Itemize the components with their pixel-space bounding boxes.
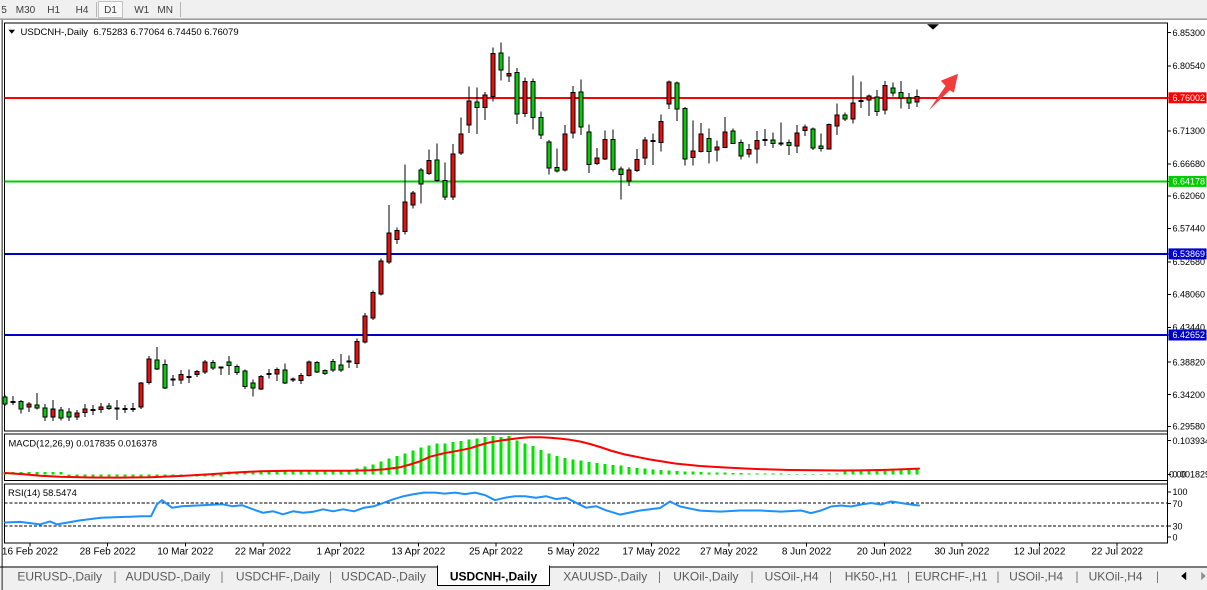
svg-text:EURCHF-,H1: EURCHF-,H1 bbox=[915, 570, 988, 584]
svg-text:6.52680: 6.52680 bbox=[1173, 257, 1206, 267]
svg-text:10 Mar 2022: 10 Mar 2022 bbox=[157, 547, 214, 558]
svg-text:6.62060: 6.62060 bbox=[1173, 191, 1206, 201]
svg-text:6.34200: 6.34200 bbox=[1173, 390, 1206, 400]
svg-text:M30: M30 bbox=[16, 5, 36, 16]
svg-text:6.42652: 6.42652 bbox=[1173, 330, 1206, 340]
svg-text:AUDUSD-,Daily: AUDUSD-,Daily bbox=[126, 570, 211, 584]
svg-text:70: 70 bbox=[1173, 499, 1183, 509]
svg-text:22 Jul 2022: 22 Jul 2022 bbox=[1091, 547, 1143, 558]
svg-text:H4: H4 bbox=[76, 5, 89, 16]
svg-text:22 Mar 2022: 22 Mar 2022 bbox=[235, 547, 292, 558]
svg-text:D1: D1 bbox=[104, 5, 117, 16]
svg-text:27 May 2022: 27 May 2022 bbox=[700, 547, 758, 558]
svg-text:6.85300: 6.85300 bbox=[1173, 28, 1206, 38]
svg-text:USDCNH-,Daily 6.75283 6.77064: USDCNH-,Daily 6.75283 6.77064 6.74450 6.… bbox=[21, 27, 239, 38]
svg-text:UKOil-,H4: UKOil-,H4 bbox=[1089, 570, 1143, 584]
svg-text:EURUSD-,Daily: EURUSD-,Daily bbox=[17, 570, 102, 584]
svg-text:UKOil-,Daily: UKOil-,Daily bbox=[673, 570, 738, 584]
svg-text:HK50-,H1: HK50-,H1 bbox=[845, 570, 898, 584]
svg-text:RSI(14) 58.5474: RSI(14) 58.5474 bbox=[8, 487, 77, 498]
svg-text:XAUUSD-,Daily: XAUUSD-,Daily bbox=[563, 570, 647, 584]
svg-text:5 May 2022: 5 May 2022 bbox=[547, 547, 600, 558]
svg-text:100: 100 bbox=[1173, 487, 1188, 497]
svg-text:6.29580: 6.29580 bbox=[1173, 422, 1206, 432]
svg-text:30: 30 bbox=[1173, 521, 1183, 531]
svg-text:6.43440: 6.43440 bbox=[1173, 323, 1206, 333]
svg-text:6.76002: 6.76002 bbox=[1173, 93, 1206, 103]
svg-text:13 Apr 2022: 13 Apr 2022 bbox=[391, 547, 445, 558]
svg-text:6.38820: 6.38820 bbox=[1173, 357, 1206, 367]
svg-text:6.57440: 6.57440 bbox=[1173, 224, 1206, 234]
svg-text:6.64178: 6.64178 bbox=[1173, 177, 1206, 187]
svg-text:1 Apr 2022: 1 Apr 2022 bbox=[316, 547, 365, 558]
svg-text:0: 0 bbox=[1173, 532, 1178, 542]
svg-text:USOil-,H4: USOil-,H4 bbox=[765, 570, 819, 584]
svg-text:H1: H1 bbox=[47, 5, 60, 16]
svg-text:28 Feb 2022: 28 Feb 2022 bbox=[80, 547, 137, 558]
svg-text:20 Jun 2022: 20 Jun 2022 bbox=[857, 547, 912, 558]
svg-text:USOil-,H4: USOil-,H4 bbox=[1009, 570, 1063, 584]
svg-text:16 Feb 2022: 16 Feb 2022 bbox=[2, 547, 59, 558]
svg-text:30 Jun 2022: 30 Jun 2022 bbox=[934, 547, 989, 558]
svg-text:0.00: 0.00 bbox=[1169, 470, 1187, 480]
svg-text:12 Jul 2022: 12 Jul 2022 bbox=[1014, 547, 1066, 558]
svg-text:USDCHF-,Daily: USDCHF-,Daily bbox=[236, 570, 320, 584]
svg-text:25 Apr 2022: 25 Apr 2022 bbox=[469, 547, 523, 558]
svg-text:USDCAD-,Daily: USDCAD-,Daily bbox=[341, 570, 426, 584]
svg-text:6.66680: 6.66680 bbox=[1173, 159, 1206, 169]
svg-text:0.103934: 0.103934 bbox=[1173, 436, 1207, 446]
svg-text:5: 5 bbox=[1, 5, 7, 16]
svg-text:MACD(12,26,9) 0.017835 0.01637: MACD(12,26,9) 0.017835 0.016378 bbox=[9, 438, 158, 449]
svg-text:6.80540: 6.80540 bbox=[1173, 61, 1206, 71]
svg-text:8 Jun 2022: 8 Jun 2022 bbox=[782, 547, 832, 558]
svg-text:MN: MN bbox=[157, 5, 173, 16]
svg-text:USDCNH-,Daily: USDCNH-,Daily bbox=[450, 570, 538, 584]
svg-text:6.48060: 6.48060 bbox=[1173, 290, 1206, 300]
svg-text:6.71300: 6.71300 bbox=[1173, 126, 1206, 136]
svg-text:6.53869: 6.53869 bbox=[1173, 249, 1206, 259]
svg-text:0.001829: 0.001829 bbox=[1173, 470, 1207, 480]
svg-text:W1: W1 bbox=[134, 5, 149, 16]
svg-text:17 May 2022: 17 May 2022 bbox=[622, 547, 680, 558]
